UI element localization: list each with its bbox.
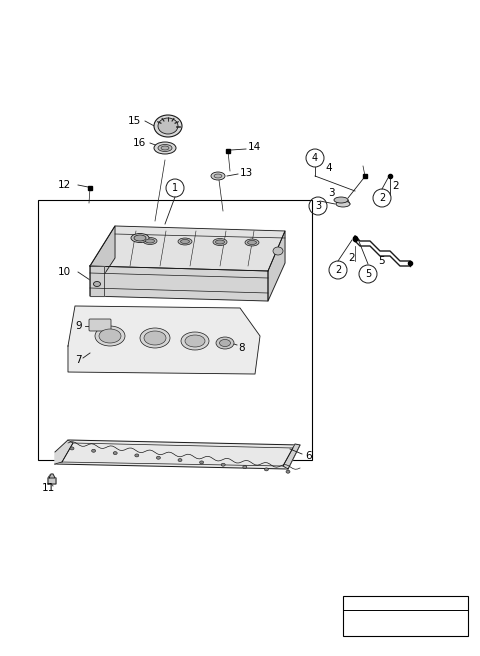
Polygon shape [90, 266, 104, 296]
Ellipse shape [140, 328, 170, 348]
Text: 2: 2 [348, 253, 355, 263]
Ellipse shape [144, 331, 166, 345]
Text: 2: 2 [335, 265, 341, 275]
Ellipse shape [95, 326, 125, 346]
Ellipse shape [158, 118, 178, 134]
Ellipse shape [219, 340, 230, 346]
Ellipse shape [156, 456, 160, 459]
Polygon shape [55, 440, 73, 464]
Text: 12: 12 [58, 180, 71, 190]
Text: 2: 2 [379, 193, 385, 203]
Text: ~: ~ [433, 621, 441, 631]
Ellipse shape [161, 146, 169, 150]
Ellipse shape [135, 454, 139, 457]
Ellipse shape [185, 335, 205, 347]
Ellipse shape [221, 463, 225, 466]
Ellipse shape [243, 466, 247, 468]
Ellipse shape [286, 470, 290, 473]
Polygon shape [90, 266, 268, 301]
Ellipse shape [214, 174, 222, 178]
Text: 13: 13 [240, 168, 253, 178]
Text: 1: 1 [172, 183, 178, 193]
Polygon shape [283, 444, 300, 469]
Ellipse shape [145, 239, 155, 243]
Polygon shape [90, 226, 285, 271]
Text: NOTE: NOTE [392, 598, 419, 608]
Ellipse shape [99, 329, 121, 343]
Ellipse shape [336, 201, 350, 207]
Text: 11: 11 [42, 483, 55, 493]
Text: 1: 1 [422, 621, 428, 630]
Polygon shape [49, 474, 55, 478]
Bar [38, 200, 312, 460]
Ellipse shape [158, 144, 172, 152]
Text: 14: 14 [248, 142, 261, 152]
Ellipse shape [94, 281, 100, 287]
Ellipse shape [216, 337, 234, 349]
Bar [343, 596, 468, 636]
Ellipse shape [273, 247, 283, 255]
Text: 2: 2 [392, 181, 398, 191]
Text: 6: 6 [305, 451, 312, 461]
Ellipse shape [131, 234, 149, 243]
Ellipse shape [264, 468, 268, 471]
Ellipse shape [113, 451, 117, 455]
Text: THE NO. 1 :: THE NO. 1 : [348, 621, 399, 630]
Ellipse shape [154, 142, 176, 154]
Ellipse shape [143, 237, 157, 245]
Ellipse shape [334, 197, 348, 203]
FancyBboxPatch shape [89, 319, 111, 331]
Ellipse shape [178, 459, 182, 462]
Polygon shape [90, 226, 115, 296]
Ellipse shape [248, 241, 256, 245]
Ellipse shape [216, 240, 225, 244]
Ellipse shape [180, 239, 190, 243]
Ellipse shape [178, 238, 192, 245]
Ellipse shape [92, 449, 96, 452]
Text: 5: 5 [378, 256, 384, 266]
Text: 16: 16 [133, 138, 146, 148]
Ellipse shape [181, 332, 209, 350]
Ellipse shape [70, 447, 74, 450]
Polygon shape [68, 306, 260, 374]
Ellipse shape [211, 172, 225, 180]
Text: 4: 4 [325, 163, 332, 173]
Text: 5: 5 [365, 269, 371, 279]
Polygon shape [48, 475, 56, 484]
Ellipse shape [213, 239, 227, 245]
Text: 7: 7 [75, 355, 82, 365]
Text: 9: 9 [75, 321, 82, 331]
Text: 5: 5 [448, 621, 454, 630]
Text: 8: 8 [238, 343, 245, 353]
Ellipse shape [134, 235, 146, 241]
Polygon shape [55, 440, 300, 469]
Text: 15: 15 [128, 116, 141, 126]
Ellipse shape [200, 461, 204, 464]
Ellipse shape [154, 115, 182, 137]
Polygon shape [268, 231, 285, 301]
Text: 10: 10 [58, 267, 71, 277]
Text: 3: 3 [315, 201, 321, 211]
Text: 4: 4 [312, 153, 318, 163]
Ellipse shape [245, 239, 259, 246]
Text: 3: 3 [328, 188, 335, 198]
